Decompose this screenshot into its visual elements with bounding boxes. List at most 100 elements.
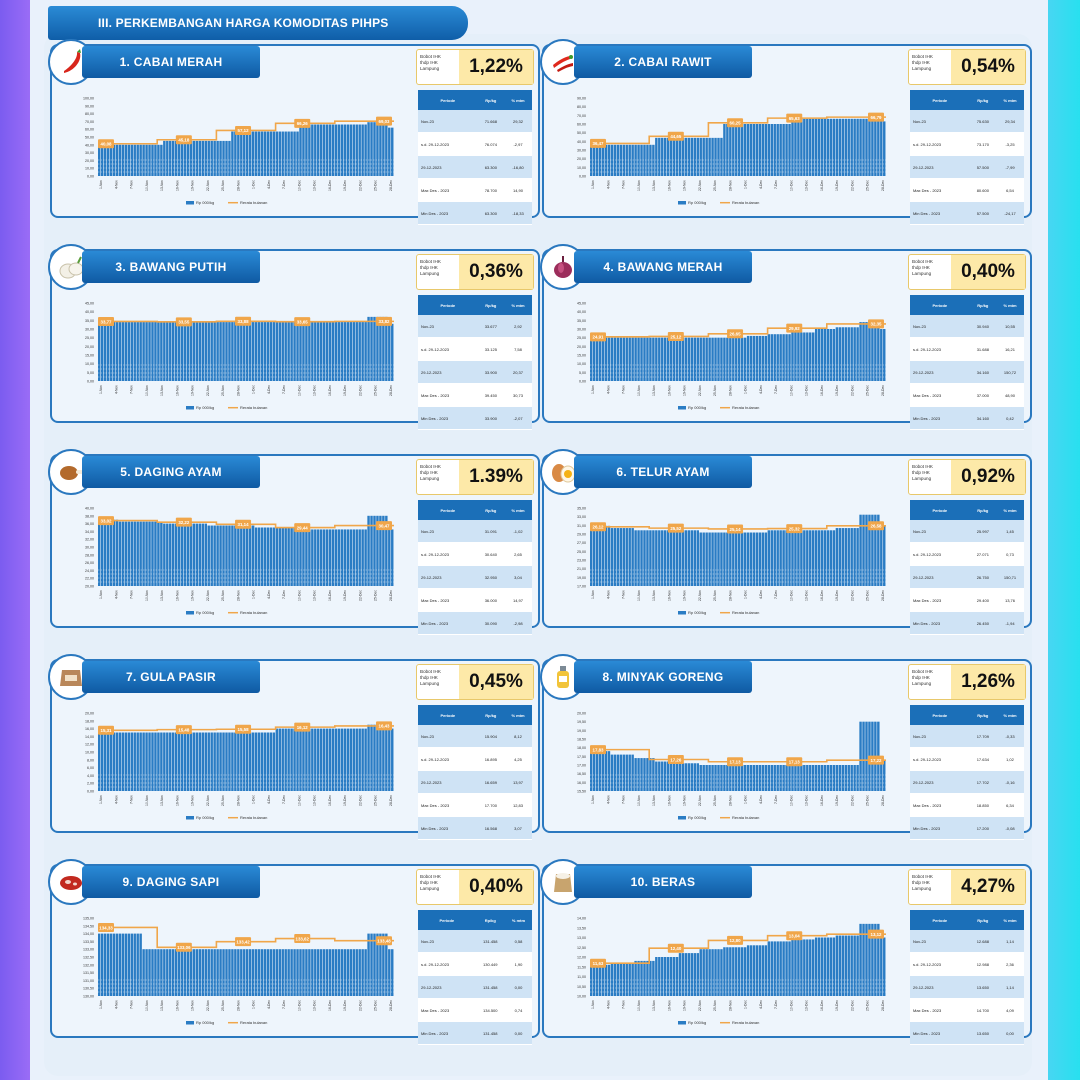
y-tick-label: 15,00 (85, 354, 94, 358)
price-bar (198, 732, 202, 791)
price-bar (850, 765, 853, 791)
x-tick-label: 16-Dec (820, 795, 824, 806)
price-bar (743, 337, 747, 381)
table-row: Nov-23 31.091 -1,02 (418, 520, 532, 543)
price-bar (109, 144, 113, 176)
price-bar (325, 322, 329, 381)
price-bar (740, 947, 744, 996)
table-header: % mtm (504, 705, 532, 725)
price-bar (601, 751, 605, 791)
price-bar (607, 964, 611, 996)
table-header: Periode (910, 910, 970, 930)
x-tick-label: 28-Nov (728, 1000, 732, 1011)
table-cell: 29,32 (504, 110, 532, 133)
price-bar (823, 765, 827, 791)
price-bar (355, 124, 358, 176)
price-bar (672, 957, 676, 996)
price-bar (794, 118, 797, 176)
average-label: 17,26 (670, 757, 682, 762)
price-bar (201, 732, 205, 791)
y-tick-label: 132,00 (83, 963, 94, 967)
y-tick-label: 60,00 (577, 123, 586, 127)
table-cell: Max Des - 2023 (418, 998, 476, 1022)
x-tick-label: 19-Nov (683, 180, 687, 191)
table-cell: -2,97 (504, 132, 532, 156)
price-bar (228, 525, 231, 586)
price-bar (675, 530, 679, 586)
y-tick-label: 132,50 (83, 956, 94, 960)
price-bar (613, 754, 617, 791)
table-cell: 39.450 (477, 383, 504, 407)
price-bar (883, 937, 886, 996)
price-bar (174, 140, 178, 176)
price-bar (729, 124, 732, 176)
commodity-title: 9. DAGING SAPI (82, 866, 260, 898)
price-bar (752, 532, 756, 586)
x-tick-label: 22-Nov (698, 385, 702, 396)
price-bar (616, 144, 620, 176)
price-bar (213, 525, 216, 586)
x-tick-label: 7-Dec (282, 385, 286, 394)
table-row: Max Des - 2023 14.700 4,09 (910, 998, 1024, 1022)
price-bar (166, 322, 169, 381)
y-tick-label: 17,00 (577, 764, 586, 768)
price-bar (800, 939, 803, 996)
x-tick-label: 25-Nov (221, 590, 225, 601)
price-chart: 100,0090,0080,0070,0060,0050,0040,0030,0… (83, 97, 394, 205)
x-tick-label: 19-Nov (683, 385, 687, 396)
average-label: 17,13 (789, 760, 801, 765)
price-bar (749, 765, 753, 791)
price-bar (299, 124, 302, 176)
x-tick-label: 10-Dec (297, 1000, 301, 1011)
price-bar (865, 721, 868, 791)
price-bar (678, 953, 682, 996)
average-label-bg (786, 113, 803, 123)
table-row: 29-12-2023 17.702 -0,16 (910, 770, 1024, 794)
price-bar (607, 337, 611, 381)
table-cell: s.d. 29-12-2023 (418, 132, 478, 156)
price-bar (874, 923, 877, 996)
price-bar (714, 765, 717, 791)
price-bar (124, 521, 128, 586)
y-tick-label: 16,00 (85, 727, 94, 731)
price-bar (139, 732, 142, 791)
table-cell: s.d. 29-12-2023 (418, 337, 478, 361)
y-tick-label: 0,00 (87, 790, 94, 794)
price-bar (257, 322, 261, 381)
price-bar (272, 527, 276, 586)
price-bar (248, 732, 252, 791)
price-bar (174, 732, 178, 791)
weight-label-line: Bobot IHK (912, 874, 933, 879)
average-label-bg (98, 139, 114, 149)
price-bar (717, 765, 720, 791)
x-tick-label: 28-Nov (728, 795, 732, 806)
price-bar (643, 144, 646, 176)
table-cell: Nov-23 (418, 520, 478, 543)
x-tick-label: 13-Dec (805, 795, 809, 806)
price-bar (346, 322, 350, 381)
price-bar (367, 316, 370, 381)
price-bar (838, 118, 842, 176)
average-label: 31,14 (238, 522, 250, 527)
price-bar (355, 529, 358, 586)
table-cell: 131.458 (475, 975, 505, 999)
x-tick-label: 10-Nov (637, 180, 641, 191)
price-bar (782, 124, 785, 176)
price-bar (169, 523, 172, 586)
legend-label-average: Rerata bulanan (732, 815, 759, 820)
table-row: Nov-23 30.940 10,55 (910, 315, 1024, 338)
price-bar (373, 122, 376, 176)
price-bar (755, 945, 759, 996)
average-label-bg (727, 935, 744, 945)
price-bar (723, 337, 726, 381)
x-tick-label: 28-Nov (728, 385, 732, 396)
price-bar (803, 118, 806, 176)
x-tick-label: 13-Nov (160, 180, 164, 191)
price-bar (874, 322, 877, 381)
price-bar (322, 728, 326, 791)
legend-label-average: Rerata bulanan (732, 405, 759, 410)
price-bar (853, 327, 856, 381)
table-row: s.d. 29-12-2023 31.688 16,21 (910, 337, 1024, 361)
price-bar (287, 728, 290, 791)
price-bar (637, 960, 640, 996)
